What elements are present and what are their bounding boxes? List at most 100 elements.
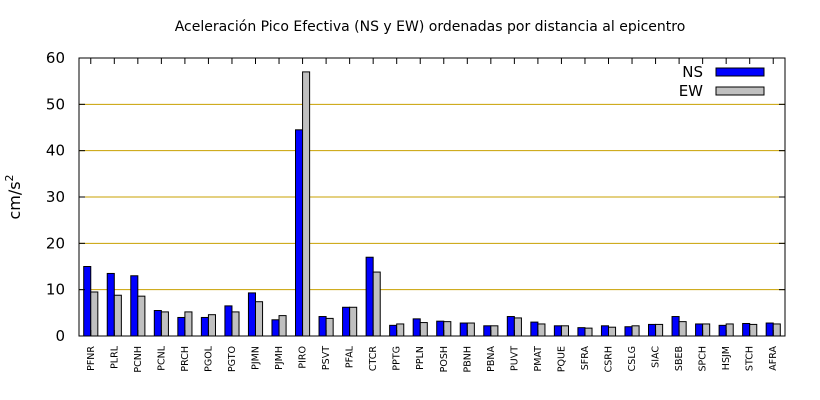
bar-ew-pque <box>560 325 569 337</box>
bar-ns-sbeb <box>671 316 680 337</box>
bar-ns-pgto <box>224 305 233 337</box>
bar-ns-prch <box>177 316 186 337</box>
bar-ew-pcnl <box>160 311 169 337</box>
bar-ew-piro <box>302 71 311 337</box>
bar-ew-csrh <box>608 326 617 337</box>
bar-ns-piro <box>295 129 304 337</box>
bar-ns-cslg <box>624 326 633 337</box>
x-tick-label: PQUE <box>556 346 567 372</box>
bar-ew-posh <box>443 321 452 337</box>
bar-ns-posh <box>436 320 445 337</box>
x-tick-label: SIAC <box>651 346 662 368</box>
x-tick-label: PJMN <box>251 346 262 370</box>
bar-ns-pque <box>553 325 562 337</box>
bar-ew-siac <box>655 323 664 337</box>
x-tick-label: POSH <box>439 346 450 372</box>
bar-ew-pptg <box>396 323 405 337</box>
bar-ew-ctcr <box>372 271 381 337</box>
x-tick-label: PFNR <box>86 346 97 371</box>
bar-ew-pfal <box>349 306 358 337</box>
x-tick-label: CSLG <box>627 346 638 371</box>
bar-ew-pbna <box>490 325 499 337</box>
bar-ns-plrl <box>106 272 115 337</box>
legend-swatch <box>715 86 765 96</box>
bar-ew-pjmh <box>278 315 287 337</box>
bar-ns-pjmn <box>247 292 257 337</box>
bar-ew-cslg <box>631 325 640 337</box>
x-tick-label: CSRH <box>604 346 615 372</box>
bars <box>83 71 781 337</box>
bar-ns-hsjm <box>718 324 727 337</box>
bar-ns-stch <box>742 322 751 337</box>
x-tick-label: PUVT <box>509 346 520 371</box>
x-tick-label: PPLN <box>415 346 426 370</box>
bar-ns-pptg <box>389 324 398 337</box>
y-tick-label: 20 <box>46 234 65 252</box>
bar-ns-pbnh <box>459 322 468 337</box>
x-axis: PFNR PLRL PCNH PCNL PRCH PGOL PGTO PJMN PJMH PIRO… <box>86 58 779 373</box>
x-tick-label: PCNL <box>156 345 167 370</box>
x-tick-label: PFAL <box>345 345 356 368</box>
y-axis: 0 10 20 30 40 50 60 <box>46 49 785 345</box>
bar-ew-pbnh <box>466 322 475 337</box>
x-tick-label: PGTO <box>227 346 238 372</box>
bar-ns-sfra <box>577 327 586 337</box>
bar-ns-pmat <box>530 321 539 337</box>
x-tick-label: CTCR <box>368 346 379 372</box>
bar-ew-hsjm <box>725 323 734 337</box>
bar-ew-sfra <box>584 327 593 337</box>
x-tick-label: PBNH <box>462 346 473 373</box>
bar-ns-puvt <box>506 316 515 337</box>
x-tick-label: SFRA <box>580 346 591 371</box>
y-axis-label: cm/s2 <box>3 174 24 219</box>
bar-ew-psvt <box>325 317 334 337</box>
bar-ew-pgol <box>207 314 216 337</box>
bar-ns-spch <box>695 323 704 337</box>
y-tick-label: 0 <box>55 327 65 345</box>
x-tick-label: SPCH <box>698 346 709 372</box>
bar-ew-plrl <box>113 294 122 337</box>
bar-ns-ppln <box>412 318 421 337</box>
bar-ew-spch <box>702 323 711 337</box>
x-tick-label: PCNH <box>133 346 144 373</box>
legend-label: NS <box>682 63 703 81</box>
y-axis-label-sup: 2 <box>3 174 16 181</box>
x-tick-label: PBNA <box>486 346 497 372</box>
x-tick-label: PLRL <box>109 345 120 369</box>
x-tick-label: PJMH <box>274 346 285 370</box>
x-tick-label: PIRO <box>298 346 309 369</box>
x-tick-label: AFRA <box>768 346 779 371</box>
bar-ns-csrh <box>600 325 610 337</box>
bar-ew-ppln <box>419 322 428 337</box>
y-tick-label: 10 <box>46 281 65 299</box>
bar-ns-pfnr <box>83 266 92 337</box>
bar-ew-stch <box>749 323 758 337</box>
bar-ew-pjmn <box>255 301 264 337</box>
x-tick-label: PSVT <box>321 346 332 370</box>
bar-ew-pmat <box>537 323 546 337</box>
x-tick-label: PMAT <box>533 346 544 372</box>
bar-ns-pcnl <box>153 310 162 337</box>
bar-ns-pjmh <box>271 319 280 337</box>
bar-ns-siac <box>648 323 657 337</box>
x-tick-label: HSJM <box>721 346 732 370</box>
bar-ns-pfal <box>342 306 351 337</box>
x-tick-label: STCH <box>745 346 756 371</box>
y-tick-label: 40 <box>46 142 65 160</box>
y-tick-label: 30 <box>46 188 65 206</box>
bar-ns-afra <box>765 322 774 337</box>
bar-ew-pgto <box>231 311 240 337</box>
bar-ew-sbeb <box>678 321 687 337</box>
y-axis-label-base: cm/s <box>5 181 24 219</box>
y-tick-label: 60 <box>46 49 65 67</box>
y-tick-label: 50 <box>46 95 65 113</box>
legend-swatch <box>715 67 765 77</box>
x-tick-label: SBEB <box>674 346 685 371</box>
chart-title: Aceleración Pico Efectiva (NS y EW) orde… <box>175 19 686 35</box>
x-tick-label: PRCH <box>180 346 191 372</box>
bar-ns-pcnh <box>130 275 139 337</box>
bar-ns-psvt <box>318 316 327 337</box>
bar-ew-pfnr <box>90 291 99 337</box>
